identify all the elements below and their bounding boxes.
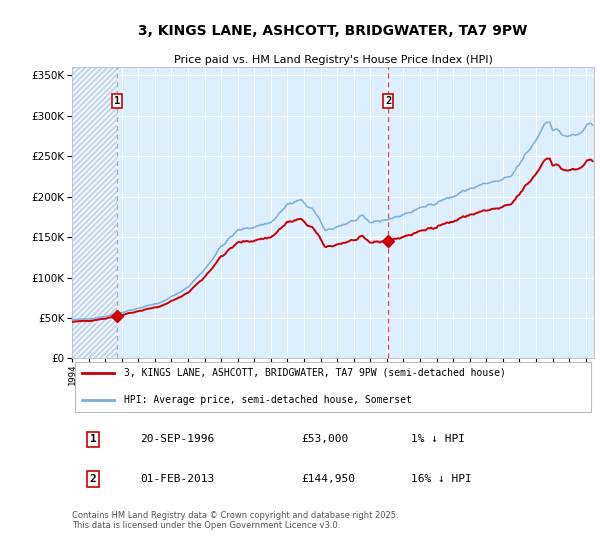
- Text: £53,000: £53,000: [302, 435, 349, 445]
- Bar: [72, 67, 117, 358]
- Bar: [72, 67, 117, 358]
- Text: Price paid vs. HM Land Registry's House Price Index (HPI): Price paid vs. HM Land Registry's House …: [173, 55, 493, 64]
- Text: 20-SEP-1996: 20-SEP-1996: [140, 435, 214, 445]
- Text: Contains HM Land Registry data © Crown copyright and database right 2025.
This d: Contains HM Land Registry data © Crown c…: [72, 511, 398, 530]
- FancyBboxPatch shape: [74, 362, 592, 412]
- Text: 1: 1: [89, 435, 96, 445]
- Text: 2: 2: [385, 96, 391, 106]
- Text: 2: 2: [89, 474, 96, 484]
- Text: 01-FEB-2013: 01-FEB-2013: [140, 474, 214, 484]
- Text: 3, KINGS LANE, ASHCOTT, BRIDGWATER, TA7 9PW (semi-detached house): 3, KINGS LANE, ASHCOTT, BRIDGWATER, TA7 …: [124, 368, 506, 378]
- Text: HPI: Average price, semi-detached house, Somerset: HPI: Average price, semi-detached house,…: [124, 395, 412, 405]
- Text: 1: 1: [114, 96, 120, 106]
- Text: £144,950: £144,950: [302, 474, 356, 484]
- Text: 16% ↓ HPI: 16% ↓ HPI: [412, 474, 472, 484]
- Text: 3, KINGS LANE, ASHCOTT, BRIDGWATER, TA7 9PW: 3, KINGS LANE, ASHCOTT, BRIDGWATER, TA7 …: [139, 25, 527, 38]
- Text: 1% ↓ HPI: 1% ↓ HPI: [412, 435, 466, 445]
